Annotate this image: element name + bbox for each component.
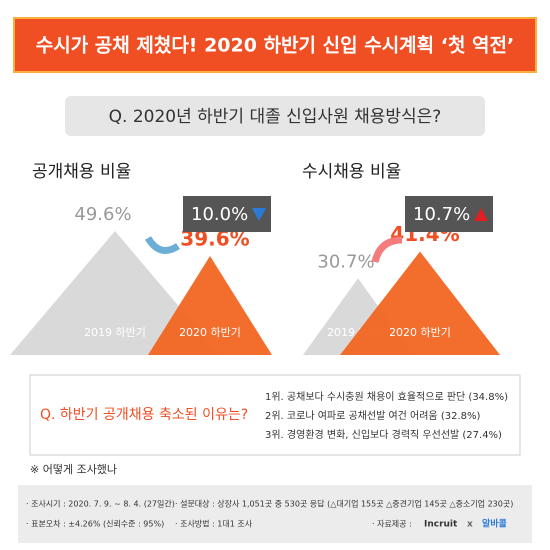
survey-row: · 설문대상 : 상장사 1,051곳 중 530곳 응답 (△대기업 155곳… — [175, 499, 513, 509]
reasons-box — [29, 374, 521, 456]
reasons-question: Q. 하반기 공개채용 축소된 이유는? — [40, 407, 248, 423]
triangle-name: 2020 하반기 — [179, 325, 241, 339]
question-box — [65, 96, 485, 136]
panel-title: 공개채용 비율 — [32, 162, 131, 182]
change-value: 10.7% — [413, 204, 470, 225]
brand: x — [467, 520, 473, 530]
reason: 3위. 경영환경 변화, 신입보다 경력직 우선선발 (27.4%) — [265, 428, 502, 441]
survey-row: · 표본오차 : ±4.26% (신뢰수준 : 95%) — [26, 520, 164, 529]
survey-heading: ※ 어떻게 조사했나 — [30, 463, 117, 476]
survey-box — [18, 485, 532, 543]
change-icon — [252, 208, 266, 221]
header-bar — [14, 18, 536, 72]
question: Q. 2020년 하반기 대졸 신입사원 채용방식은? — [109, 107, 442, 127]
brand: 알바콜 — [482, 518, 507, 530]
survey-row: · 조사방법 : 1대1 조사 — [175, 519, 253, 529]
value-label: 30.7% — [317, 251, 374, 272]
survey-row: · 조사시기 : 2020. 7. 9. ~ 8. 4. (27일간) — [26, 499, 175, 509]
brand: Incruit — [424, 520, 458, 530]
triangle — [340, 251, 500, 355]
source-label: · 자료제공 : — [372, 520, 412, 529]
header-border — [13, 17, 537, 73]
triangle-name: 2020 하반기 — [389, 325, 451, 339]
curved-arrow — [144, 236, 180, 254]
triangle-name: 2019 하반기 — [84, 325, 146, 339]
header-title: 수시가 공채 제쳤다! 2020 하반기 신입 수시계획 ‘첫 역전’ — [36, 35, 515, 57]
triangle — [148, 256, 272, 355]
change-value: 10.0% — [191, 204, 248, 225]
change-icon — [474, 208, 488, 221]
reason: 1위. 공채보다 수시충원 채용이 효율적으로 판단 (34.8%) — [265, 390, 508, 403]
reason: 2위. 코로나 여파로 공채선발 여건 어려움 (32.8%) — [265, 409, 480, 422]
panel-title: 수시채용 비율 — [302, 162, 401, 182]
curved-arrow — [371, 236, 403, 263]
value-label: 49.6% — [74, 204, 131, 225]
